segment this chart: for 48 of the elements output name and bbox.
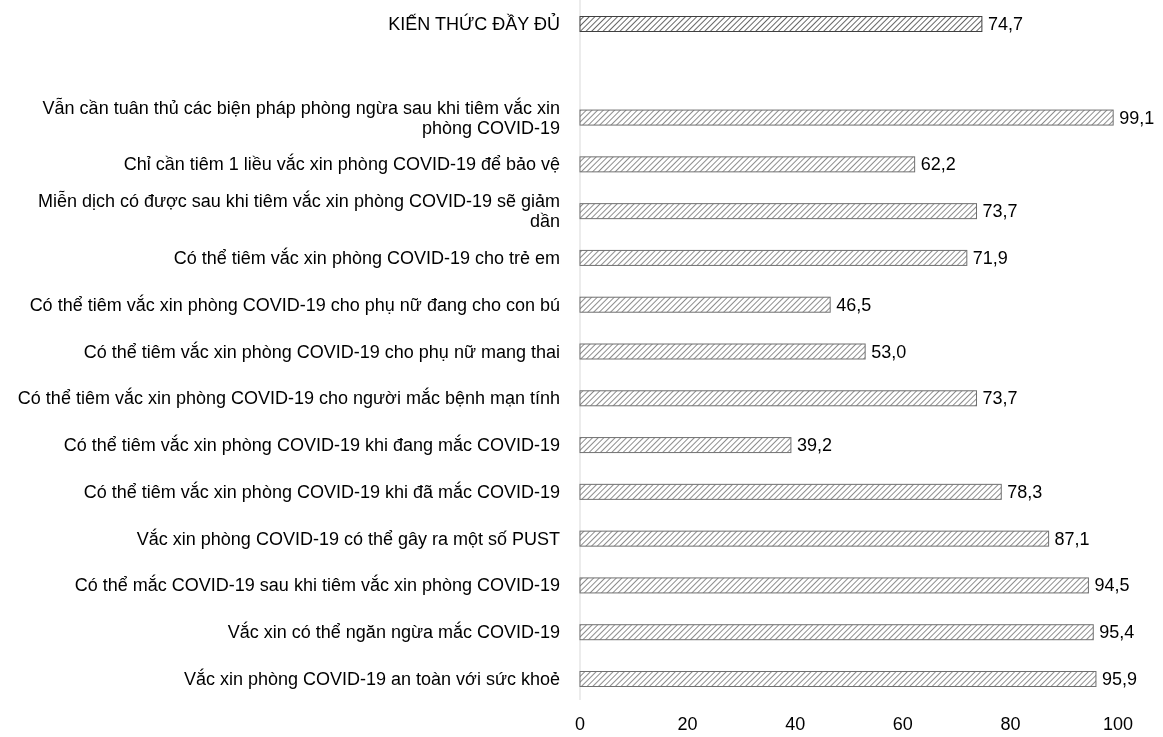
data-label: 78,3 (1007, 481, 1043, 502)
bar (579, 16, 983, 32)
bar (579, 343, 866, 360)
bar (579, 530, 1050, 547)
data-label: 53,0 (871, 341, 907, 362)
bar (579, 296, 831, 313)
y-tick-label: Có thể tiêm vắc xin phòng COVID-19 cho người mắc bệnh mạn tính (17, 387, 560, 409)
y-tick-label: Vẫn cần tuân thủ các biện pháp phòng ngừa sau khi tiêm vắc xin phòng COVID-19 (42, 96, 560, 138)
x-tick-label: 60 (892, 714, 913, 734)
x-tick-label: 80 (1000, 714, 1021, 734)
data-label: 46,5 (836, 294, 872, 315)
data-label: 73,7 (982, 388, 1018, 409)
y-tick-label: Có thể tiêm vắc xin phòng COVID-19 cho phụ nữ đang cho con bú (29, 293, 560, 315)
bar (579, 390, 978, 407)
bar (579, 483, 1002, 500)
bar (579, 577, 1089, 594)
y-tick-label: Vắc xin có thể ngăn ngừa mắc COVID-19 (227, 621, 560, 643)
bar (579, 109, 1114, 126)
data-label: 99,1 (1119, 107, 1155, 128)
x-tick-label: 40 (785, 714, 806, 734)
bar (579, 624, 1094, 641)
data-label: 71,9 (972, 247, 1008, 268)
y-tick-label: KIẾN THỨC ĐẦY ĐỦ (388, 13, 560, 34)
data-label: 73,7 (982, 201, 1018, 222)
data-label: 95,9 (1101, 669, 1137, 689)
bar (579, 156, 916, 173)
x-tick-label: 20 (677, 714, 698, 734)
bar (579, 203, 978, 220)
y-tick-label: Có thể tiêm vắc xin phòng COVID-19 khi đang mắc COVID-19 (63, 434, 560, 456)
data-label: 39,2 (796, 435, 832, 456)
x-tick-label: 100 (1102, 714, 1134, 734)
bar (579, 671, 1097, 687)
y-tick-label: Có thể tiêm vắc xin phòng COVID-19 khi đã mắc COVID-19 (83, 480, 560, 502)
x-tick-label: 0 (574, 714, 586, 734)
data-label: 62,2 (920, 154, 956, 175)
y-tick-label: Chỉ cần tiêm 1 liều vắc xin phòng COVID-19 để bảo vệ (123, 153, 560, 175)
bar (579, 437, 792, 454)
y-tick-label: Miễn dịch có được sau khi tiêm vắc xin phòng COVID-19 sẽ giảm dần (37, 190, 560, 232)
y-tick-label: Có thể tiêm vắc xin phòng COVID-19 cho phụ nữ mang thai (83, 340, 560, 362)
y-tick-label: Có thể mắc COVID-19 sau khi tiêm vắc xin phòng COVID-19 (74, 574, 560, 596)
data-label: 95,4 (1099, 622, 1135, 643)
bar (579, 249, 968, 266)
y-tick-label: Có thể tiêm vắc xin phòng COVID-19 cho trẻ em (173, 246, 560, 268)
y-tick-label: Vắc xin phòng COVID-19 an toàn với sức khoẻ (183, 668, 560, 689)
data-label: 94,5 (1094, 575, 1130, 596)
data-label: 87,1 (1054, 528, 1090, 549)
data-label: 74,7 (987, 14, 1023, 34)
y-tick-label: Vắc xin phòng COVID-19 có thể gây ra một số PUST (136, 527, 560, 549)
